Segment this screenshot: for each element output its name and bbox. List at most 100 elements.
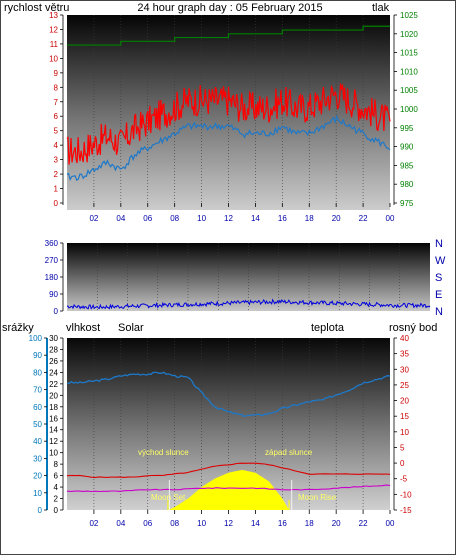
x-tick-label: 16	[278, 214, 287, 223]
rain-tick-label: 30	[33, 454, 42, 463]
dewpoint-line	[66, 484, 391, 493]
temperature-tick-label: 10	[400, 428, 409, 437]
humidity-line	[66, 371, 391, 417]
x-tick-label: 08	[170, 519, 179, 528]
temperature-tick-label: -15	[400, 506, 412, 515]
wind-tick-label: 12	[49, 25, 58, 34]
compass-letter: S	[435, 272, 442, 284]
humidity-tick-label: 4	[54, 483, 59, 492]
temperature-tick-label: 30	[400, 365, 409, 374]
x-tick-label: 10	[197, 214, 206, 223]
temperature-tick-label: 35	[400, 350, 409, 359]
solar-axis-title: Solar	[118, 322, 144, 334]
direction-tick-label: 360	[45, 239, 59, 248]
temperature-tick-label: 15	[400, 412, 409, 421]
humidity-tick-label: 0	[54, 506, 59, 515]
sunrise-label: východ slunce	[138, 448, 189, 457]
wind-tick-label: 5	[54, 127, 59, 136]
wind-tick-label: 0	[54, 199, 59, 208]
x-tick-label: 18	[305, 519, 314, 528]
wind-tick-label: 1	[54, 185, 59, 194]
wind-tick-label: 13	[49, 11, 58, 20]
rain-axis-title: srážky	[2, 322, 34, 334]
direction-tick-label: 180	[45, 273, 59, 282]
rain-tick-label: 50	[33, 420, 42, 429]
humidity-tick-label: 16	[49, 414, 58, 423]
moonrise-label: Moon Rise	[298, 493, 337, 502]
x-tick-label: 02	[89, 214, 98, 223]
wind-tick-label: 2	[54, 170, 59, 179]
wind-tick-label: 10	[49, 54, 58, 63]
wind-tick-label: 4	[54, 141, 59, 150]
rain-tick-label: 10	[33, 489, 42, 498]
x-tick-label: 10	[197, 519, 206, 528]
temperature-axis-title: teplota	[311, 322, 345, 334]
wind-tick-label: 6	[54, 112, 59, 121]
wind-axis-title: rychlost větru	[4, 2, 69, 14]
humidity-axis-title: vlhkost	[66, 322, 100, 334]
x-tick-label: 08	[170, 214, 179, 223]
chart-title: 24 hour graph day : 05 February 2015	[137, 2, 322, 14]
compass-letter: E	[435, 289, 442, 301]
pressure-tick-label: 1010	[400, 67, 418, 76]
x-tick-label: 22	[359, 519, 368, 528]
rain-tick-label: 100	[29, 334, 43, 343]
wind-tick-label: 7	[54, 98, 59, 107]
wind-gust-line	[66, 83, 391, 165]
x-tick-label: 00	[386, 214, 395, 223]
x-tick-label: 12	[224, 214, 233, 223]
x-tick-label: 06	[143, 519, 152, 528]
direction-tick-label: 90	[49, 290, 58, 299]
humidity-tick-label: 20	[49, 391, 58, 400]
x-tick-label: 12	[224, 519, 233, 528]
pressure-axis-title: tlak	[372, 2, 390, 14]
solar-area	[167, 469, 290, 510]
humidity-tick-label: 26	[49, 357, 58, 366]
pressure-tick-label: 1015	[400, 49, 418, 58]
moonset-label: Moon Set	[151, 493, 186, 502]
dewpoint-axis-title: rosný bod	[389, 322, 437, 334]
pressure-tick-label: 985	[400, 161, 414, 170]
temperature-tick-label: -10	[400, 490, 412, 499]
pressure-tick-label: 995	[400, 124, 414, 133]
rain-tick-label: 80	[33, 368, 42, 377]
x-tick-label: 00	[386, 519, 395, 528]
wind-tick-label: 3	[54, 156, 59, 165]
rain-tick-label: 40	[33, 437, 42, 446]
temperature-tick-label: -5	[400, 475, 408, 484]
x-tick-label: 04	[116, 214, 125, 223]
wind-tick-label: 9	[54, 69, 59, 78]
humidity-tick-label: 14	[49, 426, 58, 435]
wind-pressure-panel: 0123456789101112139759809859909951000100…	[49, 11, 418, 223]
humidity-tick-label: 2	[54, 495, 59, 504]
x-tick-label: 22	[359, 214, 368, 223]
x-tick-label: 06	[143, 214, 152, 223]
pressure-line	[67, 25, 390, 46]
humidity-tick-label: 18	[49, 403, 58, 412]
temperature-line	[66, 462, 391, 478]
pressure-tick-label: 1005	[400, 86, 418, 95]
rain-tick-label: 90	[33, 351, 42, 360]
wind-average-line	[66, 114, 391, 181]
direction-tick-label: 270	[45, 256, 59, 265]
compass-letter: N	[435, 238, 443, 250]
pressure-tick-label: 1020	[400, 30, 418, 39]
wind-tick-label: 11	[50, 40, 59, 49]
x-tick-label: 18	[305, 214, 314, 223]
environment-panel: 0102030405060708090100024681012141618202…	[29, 334, 412, 528]
x-tick-label: 14	[251, 214, 260, 223]
temperature-tick-label: 25	[400, 381, 409, 390]
x-tick-label: 20	[332, 519, 341, 528]
direction-tick-label: 0	[54, 307, 59, 316]
sunset-label: západ slunce	[265, 448, 313, 457]
x-tick-label: 02	[89, 519, 98, 528]
pressure-tick-label: 1025	[400, 11, 418, 20]
temperature-tick-label: 0	[400, 459, 405, 468]
humidity-tick-label: 10	[49, 449, 58, 458]
temperature-tick-label: 40	[400, 334, 409, 343]
compass-letter: N	[435, 306, 443, 318]
humidity-tick-label: 12	[49, 437, 58, 446]
humidity-tick-label: 24	[49, 368, 58, 377]
